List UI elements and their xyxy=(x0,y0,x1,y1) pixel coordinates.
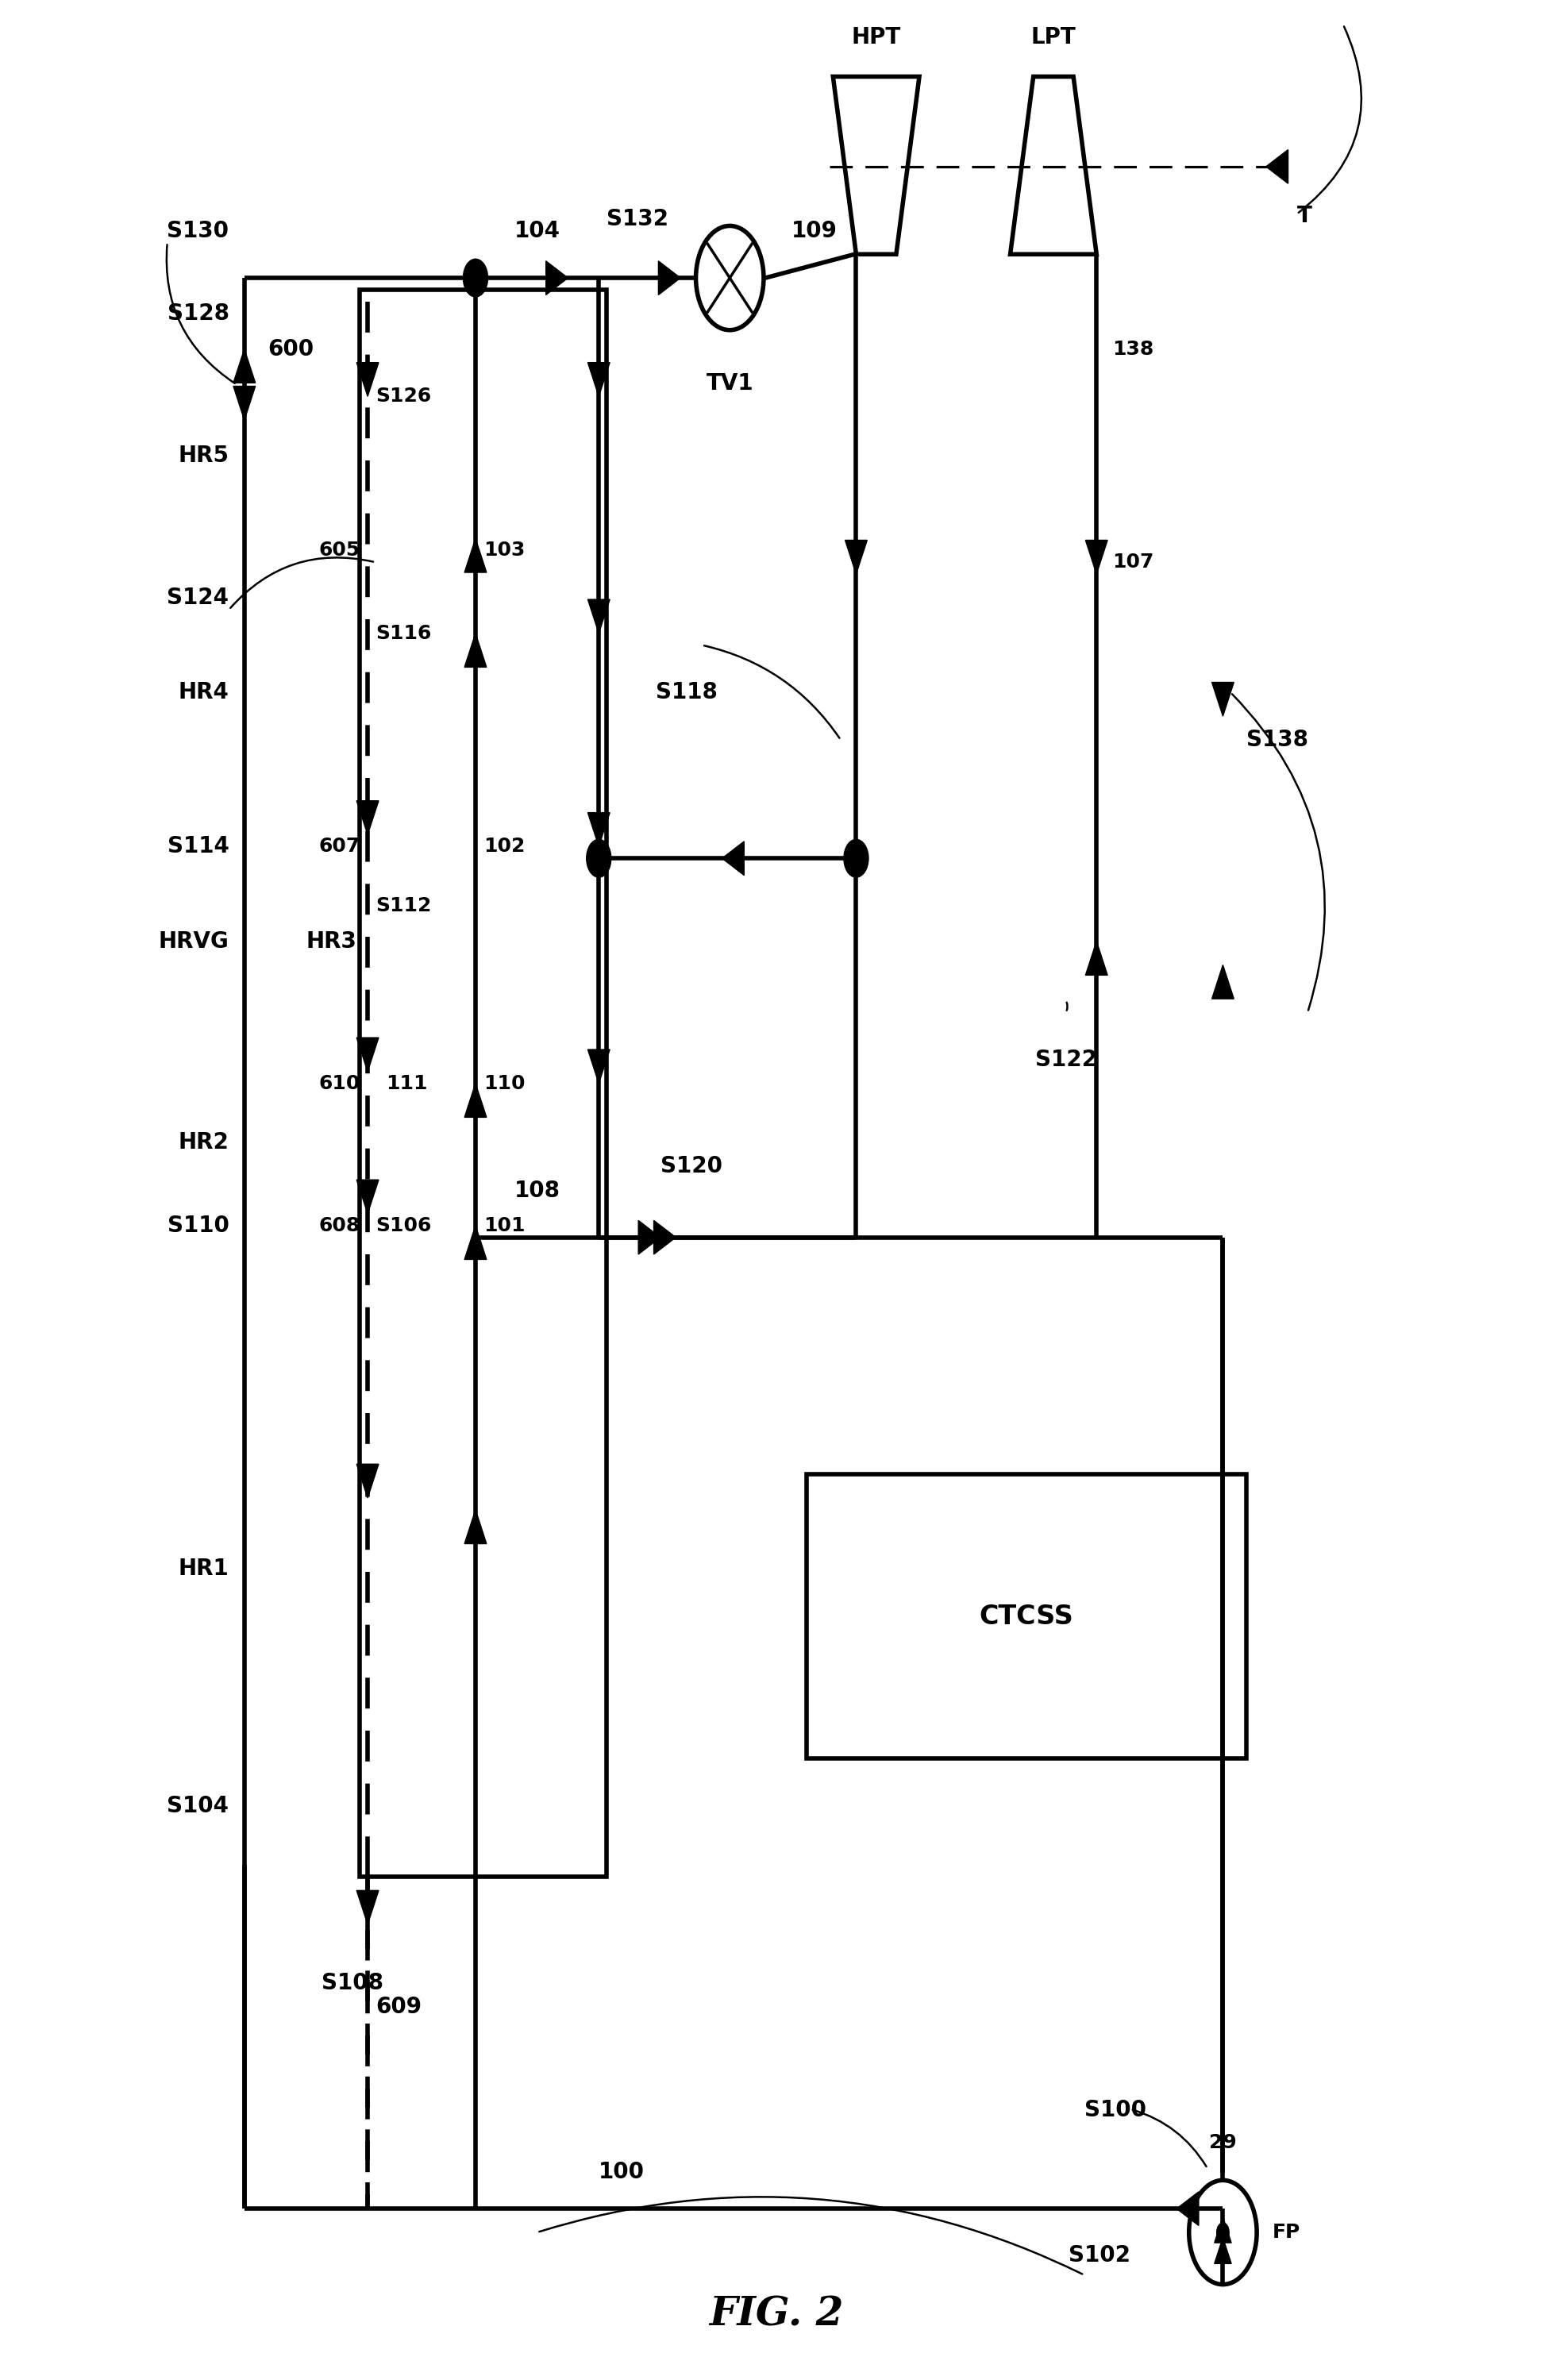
Polygon shape xyxy=(464,1226,486,1259)
Bar xyxy=(807,1473,1246,1759)
Polygon shape xyxy=(357,362,379,397)
Text: S130: S130 xyxy=(168,221,230,243)
Polygon shape xyxy=(658,262,680,295)
Polygon shape xyxy=(233,350,256,383)
Text: 608: 608 xyxy=(318,1216,360,1235)
Text: S106: S106 xyxy=(376,1216,431,1235)
Circle shape xyxy=(587,840,611,878)
Polygon shape xyxy=(464,1509,486,1545)
Polygon shape xyxy=(1214,2216,1231,2242)
Circle shape xyxy=(1217,2223,1229,2242)
Polygon shape xyxy=(1085,940,1108,976)
Text: S104: S104 xyxy=(168,1795,230,1816)
Circle shape xyxy=(844,840,869,878)
Text: FP: FP xyxy=(1273,2223,1301,2242)
Text: TV1: TV1 xyxy=(706,374,753,395)
Text: S112: S112 xyxy=(376,897,431,916)
Text: HR5: HR5 xyxy=(178,445,230,466)
Text: HRVG: HRVG xyxy=(158,931,230,952)
Polygon shape xyxy=(1212,683,1234,716)
Text: S114: S114 xyxy=(168,835,230,857)
Polygon shape xyxy=(846,540,868,574)
Text: S100: S100 xyxy=(1083,2099,1145,2121)
Text: 610: 610 xyxy=(318,1073,360,1092)
Polygon shape xyxy=(357,1890,379,1925)
Polygon shape xyxy=(588,812,610,847)
Text: HR4: HR4 xyxy=(178,681,230,704)
Text: S120: S120 xyxy=(661,1154,722,1178)
Polygon shape xyxy=(464,1083,486,1116)
Text: 109: 109 xyxy=(792,221,838,243)
Text: 29: 29 xyxy=(1209,2132,1237,2152)
Polygon shape xyxy=(588,1050,610,1083)
Polygon shape xyxy=(233,386,256,421)
Polygon shape xyxy=(588,600,610,633)
Polygon shape xyxy=(546,262,568,295)
Text: 100: 100 xyxy=(599,2161,644,2182)
Polygon shape xyxy=(357,800,379,835)
Text: S102: S102 xyxy=(1069,2244,1130,2266)
Text: S110: S110 xyxy=(168,1214,230,1238)
Text: 103: 103 xyxy=(483,540,525,559)
Text: 110: 110 xyxy=(483,1073,525,1092)
Text: S128: S128 xyxy=(168,302,230,324)
Polygon shape xyxy=(464,538,486,574)
Polygon shape xyxy=(357,1180,379,1214)
Polygon shape xyxy=(653,1221,675,1254)
Circle shape xyxy=(462,259,487,298)
Bar xyxy=(360,290,607,1878)
Polygon shape xyxy=(1085,540,1108,574)
Text: 101: 101 xyxy=(483,1216,525,1235)
Polygon shape xyxy=(1212,964,1234,1000)
Polygon shape xyxy=(357,1464,379,1497)
Polygon shape xyxy=(638,1221,661,1254)
Text: 108: 108 xyxy=(514,1180,560,1202)
Text: HR1: HR1 xyxy=(178,1559,230,1580)
Text: 600: 600 xyxy=(267,338,314,359)
Text: S132: S132 xyxy=(607,209,669,231)
Text: S108: S108 xyxy=(321,1971,383,1994)
Polygon shape xyxy=(357,1038,379,1071)
Polygon shape xyxy=(1176,2192,1198,2225)
Text: 607: 607 xyxy=(318,838,360,857)
Text: 107: 107 xyxy=(1111,552,1153,571)
Polygon shape xyxy=(588,362,610,397)
Text: S126: S126 xyxy=(376,388,431,407)
Polygon shape xyxy=(1214,2237,1231,2263)
Text: 138: 138 xyxy=(1111,340,1153,359)
Polygon shape xyxy=(722,843,743,876)
Text: HPT: HPT xyxy=(852,26,900,48)
Text: 609: 609 xyxy=(376,1994,422,2018)
Text: 102: 102 xyxy=(483,838,525,857)
Text: FIG. 2: FIG. 2 xyxy=(709,2297,843,2335)
Text: T: T xyxy=(1297,205,1311,226)
Text: 111: 111 xyxy=(386,1073,428,1092)
Text: S122: S122 xyxy=(1035,1050,1097,1071)
Text: S118: S118 xyxy=(656,681,717,704)
Text: S124: S124 xyxy=(168,585,230,609)
Text: 605: 605 xyxy=(318,540,360,559)
Text: CTCSS: CTCSS xyxy=(979,1604,1074,1630)
Text: S138: S138 xyxy=(1246,728,1308,752)
Text: S116: S116 xyxy=(376,624,431,643)
Text: 104: 104 xyxy=(514,221,560,243)
Text: LPT: LPT xyxy=(1031,26,1076,48)
Polygon shape xyxy=(464,633,486,666)
Text: HR2: HR2 xyxy=(178,1130,230,1154)
Polygon shape xyxy=(1266,150,1288,183)
Text: HR3: HR3 xyxy=(306,931,357,952)
